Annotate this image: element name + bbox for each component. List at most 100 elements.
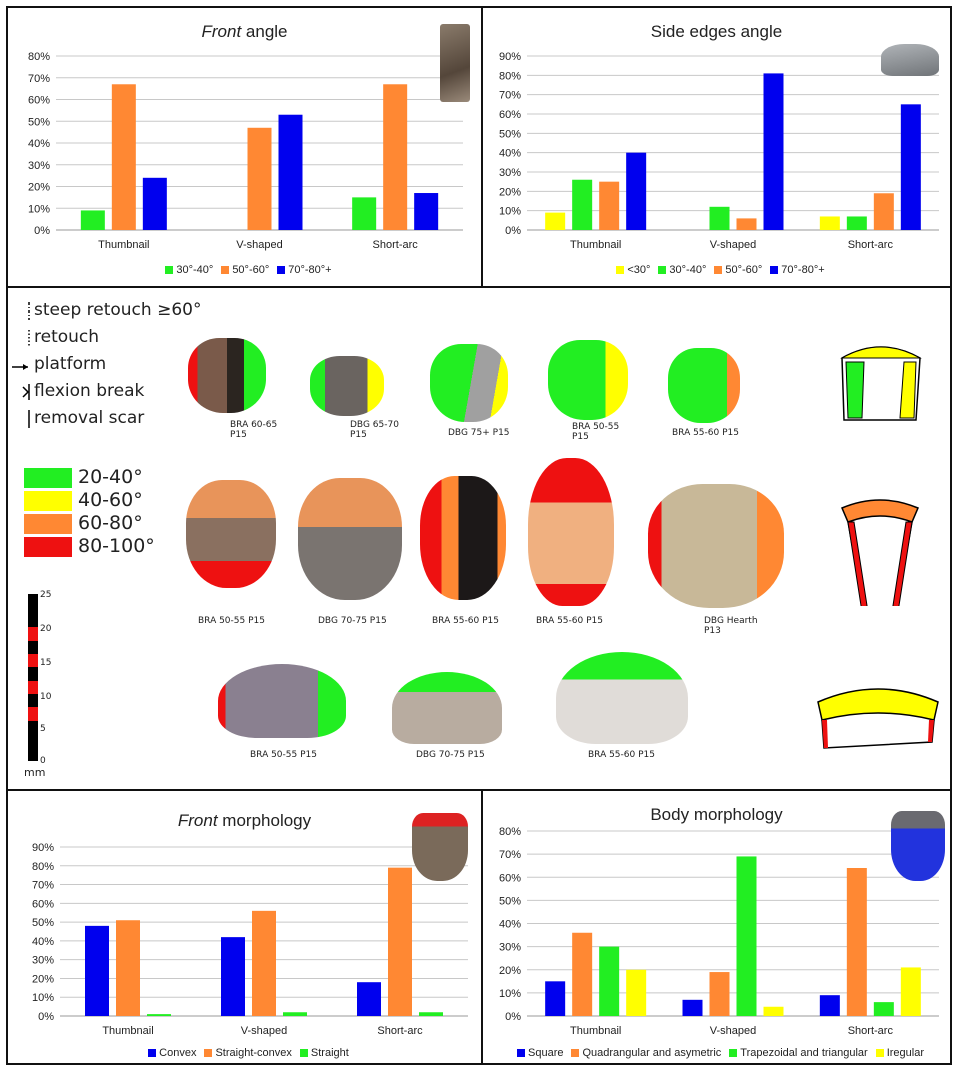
specimen-row2-3 (420, 476, 506, 600)
y-tick-label: 20% (32, 973, 54, 985)
y-tick-label: 0% (505, 1011, 521, 1023)
legend-swatch (875, 1049, 884, 1058)
legend-platform: platform (34, 354, 107, 374)
color-swatch-60-80 (24, 514, 72, 534)
side-edges-angle-panel: Side edges angle 0% 10% 20% 30% 40% 50% 60% 70%… (481, 6, 952, 288)
y-tick-label: 0% (34, 225, 50, 237)
schema-thumbnail (840, 346, 922, 421)
y-tick-label: 30% (32, 955, 54, 967)
legend-swatch (221, 266, 230, 275)
bar (572, 179, 593, 230)
bar (846, 216, 867, 230)
legend-swatch (616, 266, 625, 275)
side-edges-angle-chart: 0% 10% 20% 30% 40% 50% 60% 70% 80% 90% Thumbnail V-… (499, 51, 939, 251)
specimen-row2-4 (528, 458, 614, 606)
scale-tick-10: 10 (40, 692, 52, 702)
bar (414, 193, 439, 230)
scale-tick-0: 0 (40, 756, 46, 766)
bar (736, 218, 757, 230)
color-label-40-60: 40-60° (78, 489, 143, 511)
bar (763, 73, 784, 231)
legend-swatch (299, 1049, 308, 1058)
legend-flexion-break: flexion break (34, 381, 145, 401)
legend-label: 30°-40° (176, 264, 214, 276)
specimen-label-row3-2: DBG 70-75 P15 (416, 750, 485, 760)
y-tick-label: 10% (32, 992, 54, 1004)
color-swatch-80-100 (24, 537, 72, 557)
flake-front-morphology-photo (412, 813, 468, 881)
body-morphology-title: Body morphology (650, 805, 783, 824)
flake-side-photo (881, 44, 939, 76)
y-tick-label: 20% (499, 965, 521, 977)
specimen-label-row2-1: BRA 50-55 P15 (198, 616, 265, 626)
bar (116, 920, 140, 1016)
x-tick-label: Short-arc (373, 239, 419, 251)
schema-v-shaped (841, 499, 919, 606)
scale-bar (28, 594, 38, 761)
y-tick-label: 70% (499, 849, 521, 861)
bar (763, 1006, 784, 1016)
y-tick-label: 50% (499, 895, 521, 907)
legend-label: Convex (159, 1047, 197, 1059)
bar (599, 181, 620, 230)
y-tick-label: 0% (505, 225, 521, 237)
legend-label: Iregular (886, 1047, 924, 1059)
x-tick-label: Thumbnail (570, 239, 621, 251)
legend-swatch (277, 266, 286, 275)
specimen-panel: steep retouch ≥60° retouch platform flex… (6, 286, 952, 791)
legend-label: Trapezoidal and triangular (740, 1047, 868, 1059)
bar (873, 193, 894, 230)
bar (545, 981, 566, 1016)
legend-label: 70°-80°+ (781, 264, 825, 276)
y-tick-label: 70% (499, 90, 521, 102)
bar (352, 197, 377, 230)
bar (846, 868, 867, 1016)
y-tick-label: 20% (28, 182, 50, 194)
legend-retouch: retouch (34, 327, 100, 347)
bar (736, 856, 757, 1016)
front-angle-title: Front angle (201, 22, 288, 41)
y-tick-label: 60% (32, 898, 54, 910)
specimen-row2-5 (648, 484, 784, 608)
bar (873, 1002, 894, 1016)
y-tick-label: 40% (499, 148, 521, 160)
front-angle-panel: Front angle 0% 10% 20% 30% 40% 50% 60% 70% 80% Th… (6, 6, 483, 288)
legend-swatch (770, 266, 779, 275)
front-angle-chart: 0% 10% 20% 30% 40% 50% 60% 70% 80% Thumbnail V-sha… (28, 51, 463, 251)
body-morphology-panel: Body morphology 0% 10% 20% 30% 40% 50% 60% 70% 8… (481, 789, 952, 1065)
x-tick-label: Thumbnail (98, 239, 149, 251)
legend-swatch (729, 1049, 738, 1058)
color-swatch-20-40 (24, 468, 72, 488)
bar (278, 114, 303, 230)
y-tick-label: 60% (499, 872, 521, 884)
front-angle-legend: 30°-40° 50°-60° 70°-80°+ (8, 264, 481, 276)
legend-label: 70°-80°+ (288, 264, 332, 276)
x-tick-label: Short-arc (377, 1025, 423, 1037)
bar (383, 84, 408, 231)
y-tick-label: 0% (38, 1011, 54, 1023)
bar (599, 946, 620, 1016)
y-tick-label: 10% (499, 988, 521, 1000)
specimen-row2-1 (186, 480, 276, 588)
y-tick-label: 40% (32, 936, 54, 948)
legend-label: 50°-60° (232, 264, 270, 276)
y-tick-label: 30% (499, 167, 521, 179)
legend-steep-retouch: steep retouch ≥60° (34, 300, 202, 320)
legend-swatch (204, 1049, 213, 1058)
bar (709, 972, 730, 1016)
bar (111, 84, 136, 231)
y-tick-label: 60% (499, 109, 521, 121)
bar (80, 210, 105, 230)
front-morphology-panel: Front morphology 0% 10% 20% 30% 40% 50% 60% 70%… (6, 789, 483, 1065)
y-tick-label: 80% (32, 861, 54, 873)
bar (85, 925, 109, 1016)
y-tick-label: 40% (499, 919, 521, 931)
legend-label: 50°-60° (725, 264, 763, 276)
specimen-label-row2-5: DBG Hearth P13 (704, 616, 758, 636)
y-tick-label: 30% (28, 160, 50, 172)
front-morphology-title: Front morphology (177, 811, 312, 830)
y-tick-label: 80% (28, 51, 50, 63)
specimen-label-row2-2: DBG 70-75 P15 (318, 616, 387, 626)
y-tick-label: 90% (32, 842, 54, 854)
specimen-label-row1-1: BRA 60-65 P15 (230, 420, 278, 440)
